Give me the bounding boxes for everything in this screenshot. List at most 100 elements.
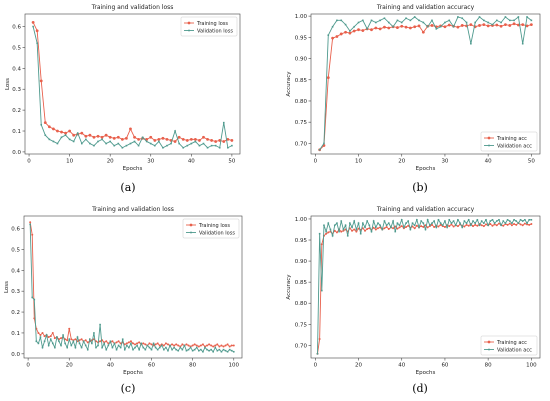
validation-point (500, 224, 502, 227)
legend-swatch-marker (488, 144, 490, 147)
validation-point (85, 138, 87, 141)
training-point (383, 227, 386, 230)
validation-point (181, 348, 184, 351)
validation-point (383, 220, 386, 222)
training-point (366, 228, 369, 231)
training-point (202, 135, 205, 139)
training-point (385, 225, 388, 228)
validation-point (385, 224, 388, 227)
training-point (230, 139, 234, 142)
validation-point (327, 34, 330, 37)
validation-point (383, 17, 386, 20)
training-point (525, 24, 529, 28)
y-tick-label: 0.70 (295, 141, 308, 147)
validation-point (483, 19, 485, 22)
validation-point (186, 144, 189, 147)
validation-point (491, 218, 494, 221)
training-point (474, 223, 477, 226)
validation-point (336, 222, 338, 224)
validation-point (351, 226, 353, 229)
validation-point (141, 136, 144, 139)
validation-point (325, 230, 327, 233)
training-point (53, 337, 56, 340)
validation-point (362, 222, 364, 224)
y-tick-label: 0.3 (11, 289, 20, 295)
validation-point (470, 224, 472, 227)
validation-point (342, 228, 345, 231)
validation-point (375, 226, 377, 229)
validation-point (113, 144, 116, 147)
training-point (339, 32, 343, 36)
validation-point (89, 142, 91, 145)
training-point (340, 230, 343, 233)
training-point (125, 136, 128, 140)
training-point (396, 227, 399, 230)
training-point (320, 243, 323, 246)
validation-point (316, 352, 319, 355)
validation-point (82, 340, 85, 343)
training-point (327, 231, 330, 234)
validation-point (33, 298, 36, 301)
training-point (387, 26, 391, 30)
validation-point (182, 146, 185, 149)
validation-point (74, 346, 77, 349)
y-tick-label: 0.85 (295, 78, 308, 84)
x-tick-label: 60 (441, 363, 448, 369)
training-point (198, 139, 201, 142)
validation-point (498, 218, 500, 221)
training-point (404, 25, 408, 29)
training-point (173, 140, 177, 143)
training-point (335, 231, 338, 234)
validation-point (318, 148, 321, 151)
validation-point (194, 140, 197, 143)
training-point (480, 224, 483, 227)
validation-point (435, 226, 438, 229)
validation-point (362, 19, 364, 22)
training-point (521, 224, 524, 227)
validation-point (101, 346, 103, 349)
validation-point (154, 144, 156, 147)
validation-point (426, 218, 429, 221)
validation-point (145, 140, 148, 143)
validation-point (210, 144, 213, 147)
validation-point (128, 346, 130, 349)
training-point (352, 29, 356, 33)
training-point (84, 134, 88, 138)
validation-point (78, 342, 81, 345)
validation-point (336, 19, 338, 22)
x-axis-label: Epochs (123, 166, 143, 172)
validation-point (459, 222, 461, 224)
validation-point (218, 146, 221, 149)
training-point (216, 343, 219, 346)
validation-point (202, 350, 204, 353)
validation-point (178, 142, 180, 145)
y-tick-label: 0.5 (12, 45, 21, 51)
training-point (108, 135, 112, 139)
training-point (51, 127, 55, 131)
series-line-validation (317, 218, 532, 354)
training-point (370, 28, 373, 32)
training-point (443, 25, 447, 29)
training-point (111, 340, 114, 343)
validation-point (56, 142, 59, 145)
validation-point (97, 344, 99, 347)
validation-point (452, 220, 455, 222)
validation-point (333, 224, 336, 227)
validation-point (485, 218, 487, 221)
training-point (129, 340, 132, 343)
training-point (80, 338, 83, 341)
validation-point (431, 222, 433, 224)
training-point (166, 343, 169, 346)
validation-point (413, 16, 416, 18)
validation-point (80, 142, 83, 145)
y-tick-label: 0.80 (295, 99, 308, 105)
training-point (51, 331, 54, 334)
validation-point (483, 222, 485, 224)
validation-point (489, 220, 492, 222)
validation-point (349, 222, 351, 224)
validation-point (349, 30, 351, 32)
y-tick-label: 1.00 (295, 14, 308, 20)
training-point (482, 225, 485, 228)
training-point (96, 134, 100, 138)
training-point (210, 344, 213, 347)
